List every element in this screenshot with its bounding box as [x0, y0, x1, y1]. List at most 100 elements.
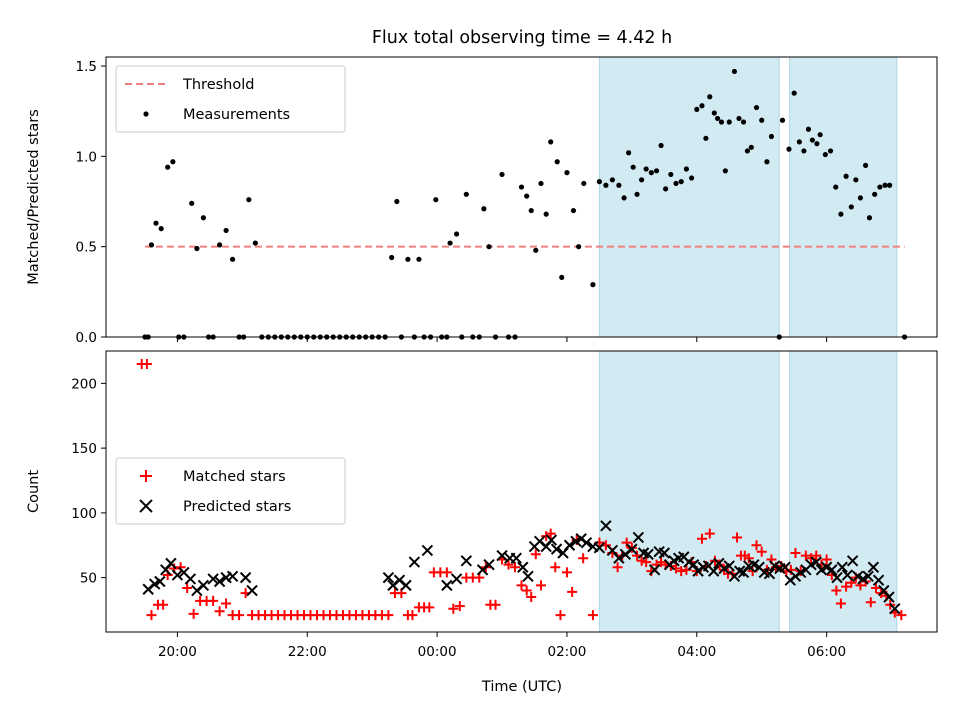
- predicted-star-point: [496, 549, 508, 562]
- measurement-point: [389, 254, 395, 261]
- measurement-point: [822, 151, 828, 158]
- measurement-point: [838, 211, 844, 217]
- measurement-point: [170, 159, 176, 165]
- measurement-point: [486, 244, 492, 250]
- x-tick-label: 04:00: [677, 644, 716, 660]
- measurement-point: [416, 256, 422, 262]
- ratio-x-tick-marks: [176, 337, 828, 342]
- matched-star-point: [696, 533, 707, 544]
- measurement-point: [148, 242, 155, 248]
- matched-star-point: [516, 580, 527, 591]
- predicted-star-point: [184, 573, 197, 585]
- matched-star-point: [555, 610, 566, 621]
- count-y-axis-label: Count: [26, 470, 42, 513]
- predicted-star-point: [883, 591, 895, 603]
- matched-star-point: [503, 559, 514, 570]
- matched-star-point: [835, 598, 846, 609]
- measurement-point: [621, 195, 627, 201]
- predicted-star-point: [207, 573, 219, 585]
- predicted-star-point: [687, 558, 700, 571]
- matched-star-point: [870, 582, 881, 593]
- predicted-star-point: [723, 560, 735, 572]
- measurement-point: [596, 179, 603, 185]
- measurement-point: [877, 184, 883, 190]
- measurement-point: [862, 162, 869, 168]
- measurement-point: [753, 104, 760, 111]
- measurement-point: [643, 166, 649, 172]
- measurement-point: [590, 282, 596, 288]
- measurement-point: [887, 182, 893, 188]
- x-tick-label: 06:00: [807, 644, 846, 660]
- matched-star-point: [561, 567, 572, 578]
- legend-predicted-swatch: [139, 499, 153, 513]
- measurement-point: [663, 186, 669, 192]
- measurement-point: [779, 117, 786, 123]
- measurement-point: [394, 198, 400, 205]
- observing-window: [598, 56, 780, 338]
- matched-star-point: [587, 610, 598, 621]
- predicted-star-point: [450, 573, 463, 585]
- ratio-measurement-points: [142, 68, 908, 340]
- observing-window: [789, 350, 898, 633]
- measurement-point: [673, 180, 679, 187]
- predicted-star-points: [142, 520, 901, 615]
- matched-star-point: [550, 562, 561, 573]
- matched-star-point: [790, 548, 801, 559]
- measurement-point: [678, 179, 684, 185]
- predicted-star-point: [563, 539, 576, 551]
- measurement-point: [630, 164, 636, 170]
- matched-star-point: [612, 562, 623, 573]
- matched-star-point: [158, 599, 169, 610]
- measurement-point: [543, 211, 549, 217]
- count-y-ticks: 50 100 150 200: [71, 376, 106, 587]
- observing-window: [789, 56, 898, 338]
- matched-star-point: [621, 537, 632, 548]
- measurement-point: [153, 220, 159, 226]
- count-panel-observing-windows: [598, 350, 898, 633]
- matched-star-point: [221, 598, 232, 609]
- predicted-star-point: [382, 571, 395, 584]
- matched-star-point: [567, 586, 578, 597]
- measurement-point: [801, 148, 807, 154]
- matched-star-point: [424, 602, 435, 613]
- measurement-point: [740, 119, 747, 125]
- y-tick-label: 200: [71, 376, 97, 392]
- predicted-star-point: [545, 534, 558, 546]
- measurement-point: [433, 197, 439, 203]
- predicted-star-point: [550, 543, 563, 555]
- predicted-star-point: [613, 552, 625, 564]
- measurement-point: [246, 197, 252, 203]
- predicted-star-point: [733, 565, 746, 577]
- predicted-star-point: [763, 568, 776, 580]
- measurement-point: [759, 117, 765, 123]
- matched-star-point: [535, 580, 546, 591]
- predicted-star-point: [165, 557, 177, 570]
- predicted-star-point: [632, 531, 645, 544]
- ratio-panel-frame: [105, 56, 938, 338]
- legend-measurements-swatch: [143, 111, 149, 117]
- predicted-star-point: [517, 561, 529, 573]
- predicted-star-point: [400, 579, 412, 592]
- matched-star-point: [214, 606, 225, 617]
- matched-star-point: [441, 567, 452, 578]
- predicted-star-point: [593, 542, 606, 554]
- ratio-y-ticks: 0.0 0.5 1.0 1.5: [76, 59, 106, 346]
- measurement-point: [736, 115, 742, 122]
- legend-threshold-label: Threshold: [182, 77, 254, 93]
- measurement-point: [731, 68, 738, 75]
- measurement-point: [694, 106, 700, 112]
- predicted-star-point: [642, 548, 654, 561]
- matched-star-point: [676, 566, 687, 577]
- predicted-star-point: [862, 570, 874, 583]
- measurement-point: [699, 103, 705, 109]
- measurement-point: [626, 150, 632, 156]
- predicted-star-point: [707, 565, 720, 577]
- measurement-point: [833, 184, 839, 190]
- count-legend: Matched stars Predicted stars: [115, 457, 346, 525]
- predicted-star-point: [836, 561, 848, 573]
- legend-predicted-label: Predicted stars: [183, 499, 291, 515]
- measurement-point: [853, 177, 859, 183]
- predicted-star-point: [154, 575, 166, 588]
- predicted-star-point: [600, 520, 612, 532]
